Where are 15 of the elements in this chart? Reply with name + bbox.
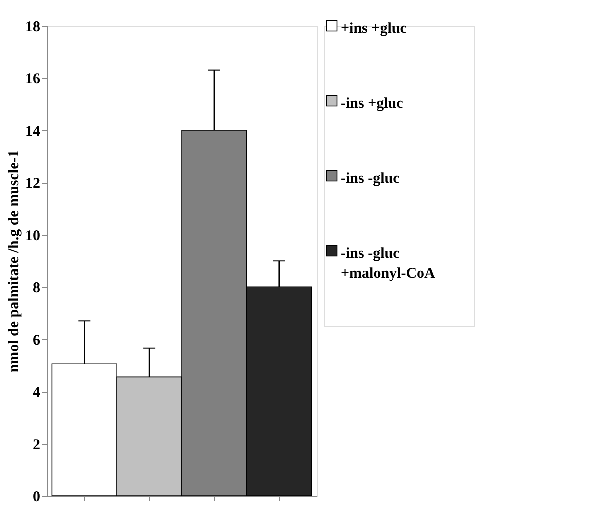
legend-label: -ins -gluc bbox=[341, 171, 400, 187]
y-tick-label: 12 bbox=[26, 176, 40, 192]
y-tick-label: 2 bbox=[33, 437, 40, 454]
y-axis-title: nmol de palmitate /h.g de muscle-1 bbox=[6, 150, 22, 373]
y-tick-label: 10 bbox=[26, 228, 40, 244]
y-tick-label: 0 bbox=[33, 490, 40, 506]
y-tick-label: 4 bbox=[33, 385, 41, 402]
y-tick-label: 16 bbox=[26, 72, 41, 88]
y-tick-label: 8 bbox=[33, 280, 40, 297]
legend-label: +ins +gluc bbox=[341, 21, 408, 37]
legend-label: -ins +gluc bbox=[341, 96, 404, 112]
y-tick-label: 6 bbox=[33, 332, 41, 349]
y-tick-label: 18 bbox=[26, 20, 40, 36]
y-tick-label: 14 bbox=[26, 124, 41, 140]
legend-label: -ins -gluc +malonyl-CoA bbox=[341, 246, 436, 282]
